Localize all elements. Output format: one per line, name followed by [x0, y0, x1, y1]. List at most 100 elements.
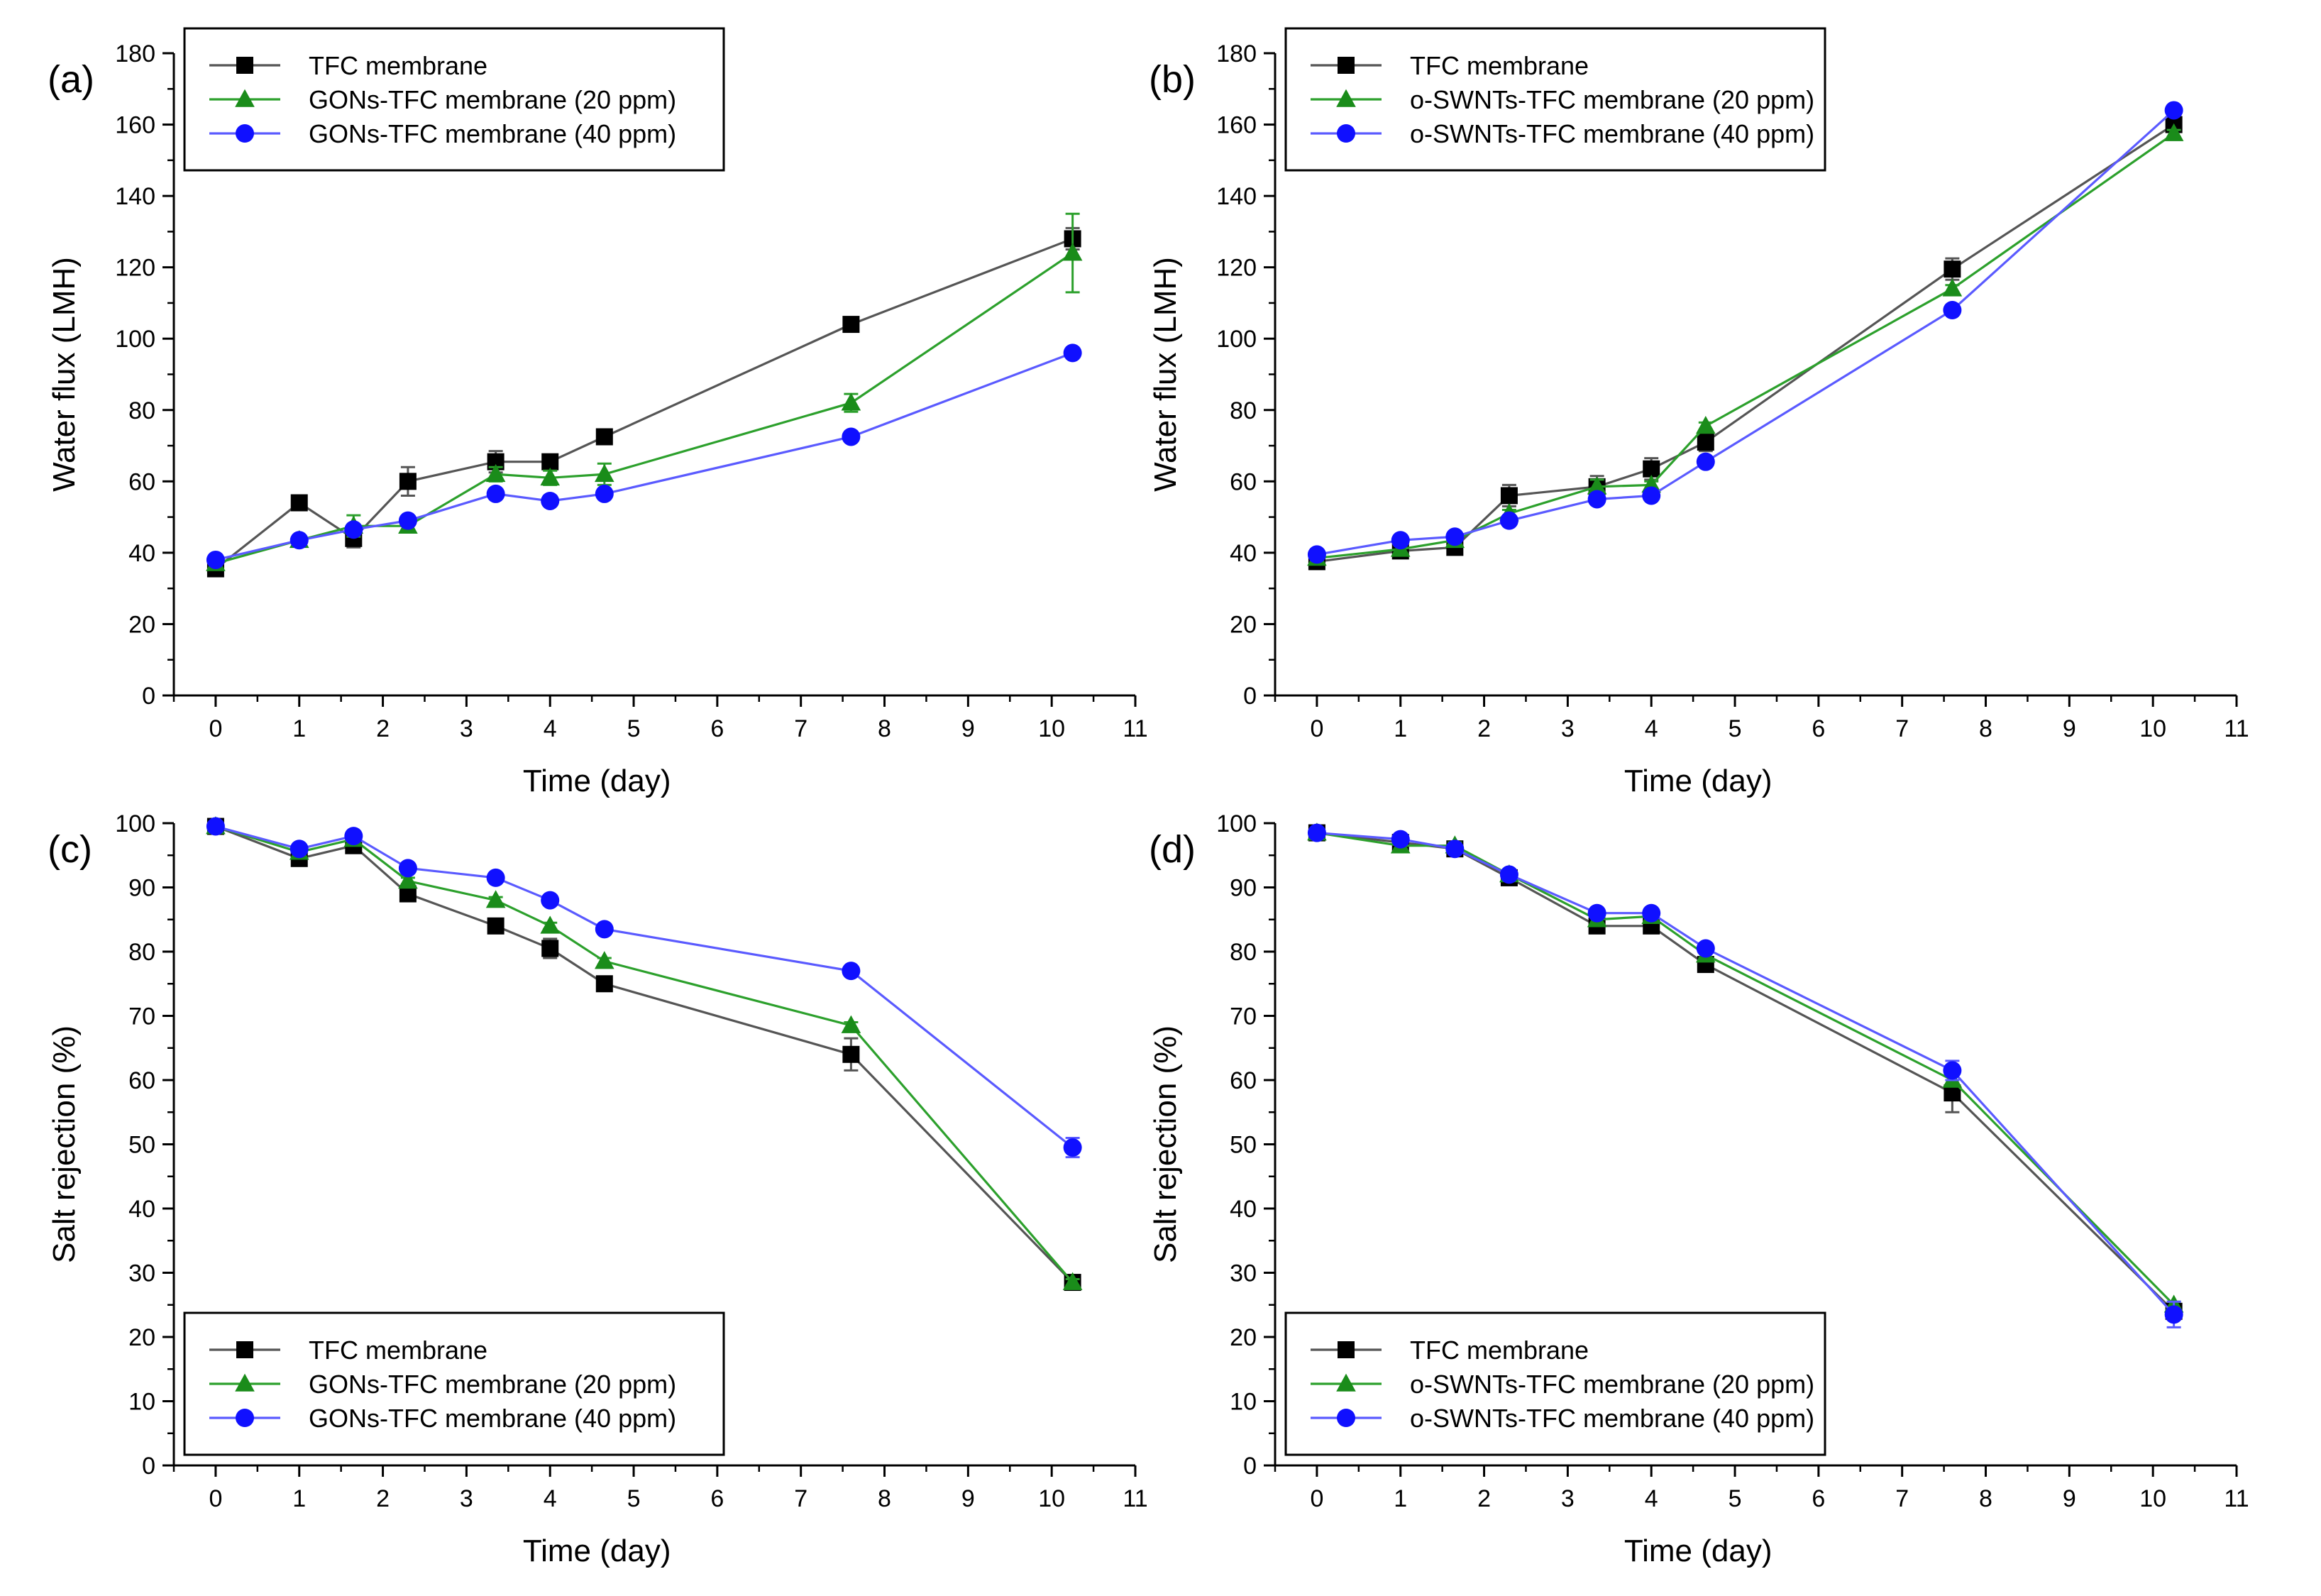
x-tick-label: 3: [1561, 1485, 1575, 1512]
x-tick-label: 0: [1310, 715, 1323, 742]
x-tick-label: 7: [794, 715, 807, 742]
data-point-circle: [2164, 1305, 2183, 1324]
y-tick-label: 20: [1230, 1324, 1257, 1351]
data-point-triangle: [485, 890, 506, 908]
x-axis-title: Time (day): [1624, 1534, 1773, 1568]
panel-label: (b): [1149, 58, 1196, 101]
series-3: [206, 343, 1082, 569]
x-tick-label: 11: [2224, 715, 2249, 742]
data-point-circle: [541, 491, 560, 510]
y-axis-title: Water flux (LMH): [1148, 257, 1183, 492]
legend-label: TFC membrane: [309, 51, 487, 80]
y-tick-label: 20: [1230, 611, 1257, 638]
y-tick-label: 60: [1230, 1067, 1257, 1094]
series-3: [206, 817, 1082, 1159]
y-tick-label: 60: [128, 1067, 155, 1094]
y-tick-label: 90: [1230, 875, 1257, 902]
data-point-circle: [1063, 1138, 1082, 1157]
data-point-triangle: [841, 1015, 861, 1033]
data-point-square: [290, 494, 308, 512]
legend-label: TFC membrane: [309, 1336, 487, 1365]
data-point-square: [541, 453, 559, 470]
data-point-circle: [1307, 823, 1326, 842]
y-tick-label: 40: [128, 540, 155, 567]
y-tick-label: 30: [1230, 1260, 1257, 1287]
data-point-square: [487, 917, 505, 935]
legend-marker-circle: [236, 1409, 254, 1427]
data-point-square: [842, 1045, 860, 1063]
legend-label: o-SWNTs-TFC membrane (40 ppm): [1410, 119, 1814, 148]
x-tick-label: 7: [1895, 715, 1909, 742]
x-tick-label: 4: [544, 1485, 557, 1512]
y-tick-label: 100: [115, 326, 155, 353]
x-tick-label: 2: [1477, 1485, 1491, 1512]
data-point-circle: [290, 840, 309, 859]
y-tick-label: 40: [1230, 1196, 1257, 1223]
y-tick-label: 100: [115, 810, 155, 837]
x-axis-title: Time (day): [1624, 764, 1773, 798]
panel-label: (a): [48, 58, 94, 101]
series-3: [1307, 101, 2183, 564]
data-point-circle: [842, 962, 861, 981]
x-tick-label: 5: [1729, 1485, 1742, 1512]
y-tick-label: 120: [1216, 255, 1257, 282]
data-point-circle: [1063, 343, 1082, 363]
legend-marker-triangle: [1336, 89, 1356, 107]
legend: TFC membrane GONs-TFC membrane (20 ppm) GO…: [183, 1311, 725, 1456]
data-point-square: [1944, 260, 1961, 278]
x-tick-label: 3: [460, 715, 473, 742]
x-tick-label: 2: [376, 1485, 390, 1512]
data-point-circle: [206, 550, 225, 569]
data-point-circle: [1943, 301, 1962, 319]
x-tick-label: 11: [2224, 1485, 2249, 1512]
data-point-circle: [1642, 486, 1661, 505]
y-tick-label: 20: [128, 1324, 155, 1351]
y-tick-label: 0: [1243, 1453, 1257, 1480]
legend-label: TFC membrane: [1410, 51, 1589, 80]
y-tick-label: 40: [128, 1196, 155, 1223]
x-tick-label: 0: [1310, 1485, 1323, 1512]
data-point-square: [1643, 460, 1660, 478]
x-tick-label: 1: [292, 715, 306, 742]
data-point-square: [541, 940, 559, 957]
data-point-circle: [595, 920, 614, 939]
legend: TFC membrane o-SWNTs-TFC membrane (20 ppm…: [1284, 1311, 1826, 1456]
x-tick-label: 1: [1394, 1485, 1407, 1512]
x-tick-label: 9: [2063, 1485, 2076, 1512]
legend-marker-triangle: [235, 1373, 255, 1392]
y-tick-label: 10: [1230, 1389, 1257, 1416]
x-tick-label: 9: [2063, 715, 2076, 742]
data-point-circle: [842, 427, 861, 446]
data-point-triangle: [1062, 1272, 1083, 1290]
x-tick-label: 7: [794, 1485, 807, 1512]
y-tick-label: 70: [1230, 1003, 1257, 1030]
data-point-triangle: [595, 951, 614, 969]
x-axis-title: Time (day): [523, 764, 671, 798]
y-tick-label: 0: [142, 683, 155, 710]
legend-marker-triangle: [1336, 1373, 1356, 1392]
data-point-triangle: [1587, 476, 1607, 495]
x-tick-label: 3: [460, 1485, 473, 1512]
y-tick-label: 30: [128, 1260, 155, 1287]
legend-label: o-SWNTs-TFC membrane (20 ppm): [1410, 85, 1814, 114]
x-tick-label: 2: [376, 715, 390, 742]
legend-label: GONs-TFC membrane (40 ppm): [309, 119, 676, 148]
data-point-square: [1500, 487, 1518, 505]
legend-marker-circle: [236, 124, 254, 143]
panel-label: (d): [1149, 828, 1196, 871]
chart-panel-2: 0 1 2 3 4 5 6 7 8 9 10 11 0 20 40 60 80 100 120 140 160 180 Ti…: [1148, 27, 2249, 798]
x-tick-label: 8: [878, 1485, 891, 1512]
data-point-square: [1697, 434, 1714, 451]
x-tick-label: 8: [1979, 1485, 1992, 1512]
series-1: [206, 818, 1081, 1292]
legend: TFC membrane o-SWNTs-TFC membrane (20 ppm…: [1284, 27, 1826, 172]
data-point-square: [595, 975, 613, 993]
legend-marker-square: [1338, 57, 1355, 74]
y-tick-label: 60: [128, 468, 155, 495]
legend-label: o-SWNTs-TFC membrane (40 ppm): [1410, 1404, 1814, 1433]
data-point-circle: [398, 859, 417, 878]
x-tick-label: 0: [209, 715, 222, 742]
y-tick-label: 100: [1216, 326, 1257, 353]
y-tick-label: 40: [1230, 540, 1257, 567]
data-point-circle: [344, 827, 363, 846]
